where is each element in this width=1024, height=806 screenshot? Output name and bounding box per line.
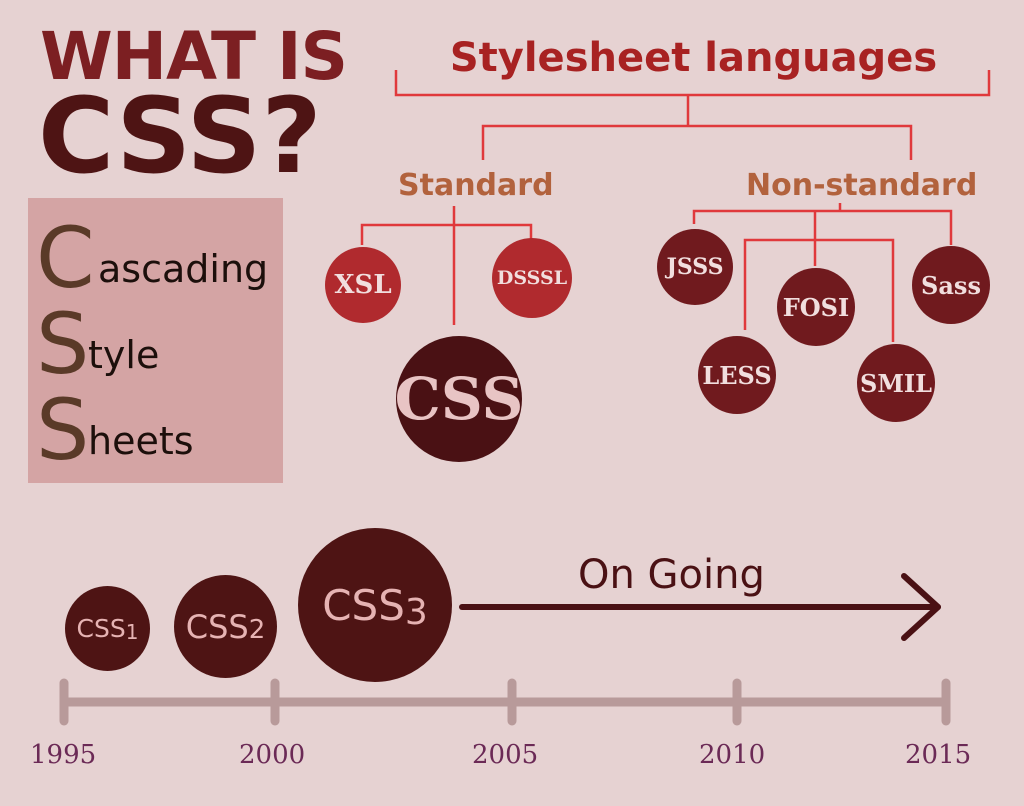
stylesheet-languages-heading: Stylesheet languages [449,35,938,81]
year-label-2015: 2015 [905,740,972,770]
bubble-css: CSS [395,336,523,462]
year-label-2000: 2000 [239,740,306,770]
bubble-xsl: XSL [325,247,401,323]
version-number: 3 [404,591,428,633]
bubble-smil: SMIL [857,344,935,422]
bubble-css2: CSS 2 [174,575,277,678]
year-label-1995: 1995 [30,740,97,770]
bubble-css3: CSS 3 [298,528,452,682]
non-standard-label: Non-standard [746,168,978,203]
title-what-is: WHAT IS [40,18,348,95]
ongoing-label: On Going [578,552,765,598]
bubble-sass: Sass [912,246,990,324]
version-name: CSS [322,580,405,630]
acronym-word: tyle [88,333,160,377]
year-label-2005: 2005 [472,740,539,770]
version-name: CSS [185,607,249,646]
title-css: CSS? [38,75,322,197]
bubble-less: LESS [698,336,776,414]
bubble-css1: CSS 1 [65,586,150,671]
acronym-word: ascading [98,247,269,291]
version-number: 1 [125,619,139,644]
bubble-fosi: FOSI [777,268,855,346]
bubble-jsss: JSSS [657,229,733,305]
standard-label: Standard [398,168,554,203]
acronym-letter: S [36,381,90,479]
acronym-word: heets [88,419,194,463]
bubble-dsssl: DSSSL [492,238,572,318]
version-number: 2 [248,614,266,645]
version-name: CSS [76,614,126,643]
acronym-letter: S [36,295,90,393]
acronym-box: C ascading S tyle S heets [28,198,283,483]
year-label-2010: 2010 [699,740,766,770]
acronym-letter: C [36,209,95,307]
